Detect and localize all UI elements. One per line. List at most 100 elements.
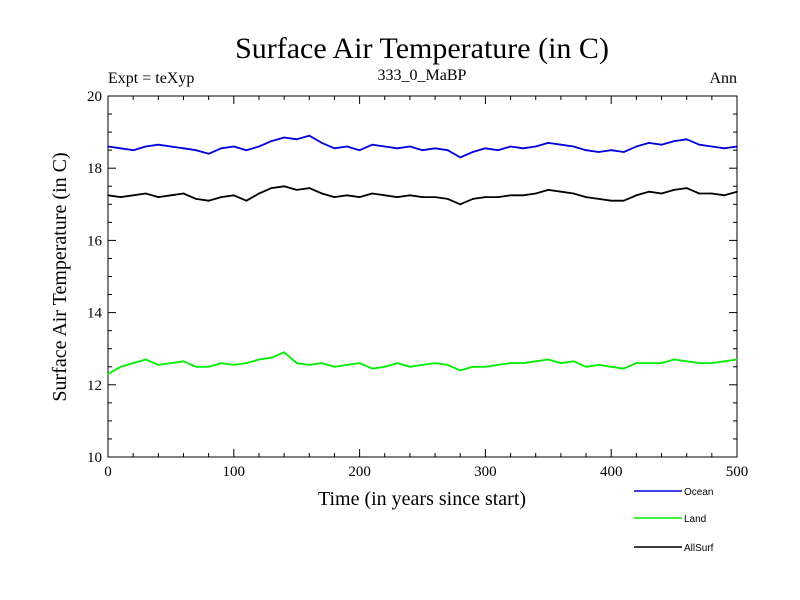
data-point-land	[484, 365, 487, 368]
data-point-allsurf	[132, 194, 135, 197]
series-allsurf	[107, 185, 738, 206]
data-point-allsurf	[207, 199, 210, 202]
y-tick-label: 18	[87, 161, 102, 177]
data-point-land	[371, 367, 374, 370]
data-point-land	[170, 362, 172, 365]
series-line-ocean	[107, 134, 738, 159]
data-point-land	[421, 364, 424, 366]
series-lines	[107, 134, 738, 375]
data-point-ocean	[660, 143, 663, 146]
data-point-allsurf	[333, 196, 336, 198]
data-point-ocean	[673, 140, 675, 143]
data-point-allsurf	[346, 194, 348, 197]
data-point-ocean	[648, 142, 650, 144]
data-point-land	[673, 358, 675, 361]
data-point-allsurf	[736, 190, 738, 193]
data-point-land	[358, 362, 361, 365]
y-tick-label: 12	[87, 378, 102, 394]
data-point-allsurf	[559, 190, 562, 193]
data-point-ocean	[232, 145, 235, 148]
data-point-land	[182, 360, 185, 363]
series-ocean	[107, 134, 738, 159]
data-point-ocean	[283, 136, 286, 139]
data-point-ocean	[597, 151, 600, 153]
data-point-allsurf	[547, 188, 550, 191]
data-point-allsurf	[710, 192, 713, 195]
data-point-land	[232, 364, 235, 366]
data-point-allsurf	[358, 196, 361, 198]
data-point-land	[270, 356, 273, 359]
data-point-land	[220, 362, 223, 365]
data-point-land	[346, 364, 348, 366]
data-point-land	[333, 365, 336, 368]
data-point-ocean	[371, 143, 374, 146]
data-point-ocean	[572, 145, 575, 148]
legend: Ocean Land AllSurf	[634, 487, 714, 554]
data-point-allsurf	[635, 194, 638, 197]
data-point-ocean	[710, 145, 713, 148]
data-point-land	[622, 367, 625, 370]
data-point-ocean	[559, 143, 562, 146]
data-point-allsurf	[383, 194, 386, 197]
data-point-land	[534, 360, 537, 363]
data-point-land	[660, 362, 663, 365]
data-point-allsurf	[409, 194, 411, 197]
data-point-land	[547, 358, 550, 361]
data-point-ocean	[622, 151, 625, 153]
data-point-ocean	[258, 145, 260, 148]
x-tick-label: 100	[223, 464, 246, 480]
data-point-land	[685, 360, 688, 363]
data-point-ocean	[270, 140, 273, 143]
data-point-land	[119, 365, 122, 368]
data-point-ocean	[585, 149, 587, 152]
x-tick-label: 200	[348, 464, 371, 480]
data-point-land	[509, 362, 512, 365]
data-point-land	[597, 364, 600, 366]
data-point-allsurf	[421, 196, 424, 198]
data-point-land	[522, 362, 525, 365]
x-tick-label: 300	[474, 464, 497, 480]
data-point-ocean	[358, 149, 361, 152]
data-point-allsurf	[371, 192, 374, 195]
data-point-allsurf	[170, 194, 172, 197]
data-point-ocean	[409, 145, 411, 148]
data-point-allsurf	[119, 196, 122, 198]
data-point-land	[107, 373, 109, 375]
data-point-allsurf	[648, 190, 650, 193]
data-point-allsurf	[434, 196, 436, 198]
data-point-ocean	[471, 151, 474, 153]
data-point-land	[723, 360, 726, 363]
axis-ticks: 0 100 200 300 400 500 10 12 14 16 18 20	[87, 89, 748, 480]
data-point-allsurf	[258, 192, 260, 195]
data-point-allsurf	[685, 187, 688, 189]
data-point-allsurf	[597, 197, 600, 200]
data-point-ocean	[333, 147, 336, 150]
data-point-land	[308, 364, 311, 366]
data-point-allsurf	[509, 194, 512, 197]
data-point-allsurf	[610, 199, 613, 202]
data-point-allsurf	[220, 196, 223, 198]
data-point-allsurf	[723, 194, 726, 197]
data-point-land	[648, 362, 650, 365]
data-point-ocean	[635, 145, 638, 148]
data-point-allsurf	[182, 192, 185, 195]
data-point-ocean	[245, 149, 248, 152]
data-point-ocean	[346, 145, 348, 148]
y-tick-label: 20	[87, 89, 102, 105]
data-point-land	[559, 362, 562, 365]
data-point-land	[283, 351, 286, 354]
data-point-land	[258, 358, 260, 361]
data-point-land	[698, 362, 701, 365]
data-point-land	[245, 362, 248, 365]
data-point-land	[434, 362, 436, 365]
legend-label-land: Land	[684, 514, 706, 525]
data-point-allsurf	[622, 199, 625, 202]
data-point-land	[497, 364, 499, 366]
data-point-allsurf	[497, 196, 499, 198]
x-tick-label: 0	[104, 464, 112, 480]
x-tick-label: 400	[600, 464, 623, 480]
data-point-ocean	[484, 147, 487, 150]
data-point-allsurf	[698, 192, 701, 195]
data-point-allsurf	[396, 196, 399, 198]
data-point-allsurf	[107, 194, 109, 197]
